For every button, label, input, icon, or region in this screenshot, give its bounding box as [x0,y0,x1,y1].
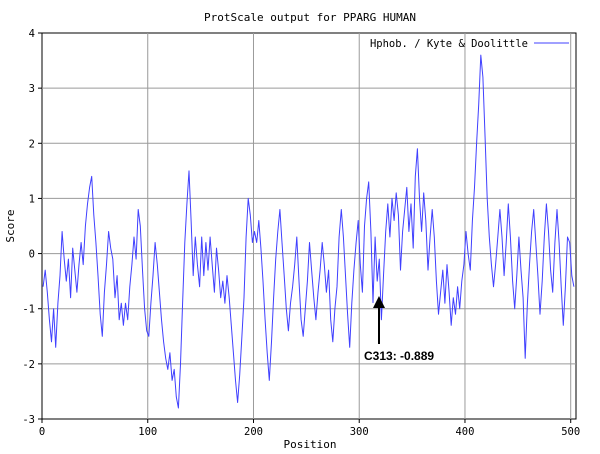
y-tick-label: 3 [29,83,35,95]
series-layer [42,54,575,409]
y-tick-label: -3 [22,414,35,426]
y-tick-label: 0 [29,249,35,261]
y-tick-label: 1 [29,193,35,205]
legend: Hphob. / Kyte & Doolittle [370,38,569,50]
plot-area [41,32,577,420]
annotation-label: C313: -0.889 [364,349,434,363]
y-tick-label: -2 [22,359,35,371]
y-tick-label: -1 [22,304,35,316]
annotation-arrow-head [373,296,385,308]
x-tick-label: 400 [455,426,474,438]
y-tick-label: 2 [29,138,35,150]
annotation-c313: C313: -0.889 [364,296,434,363]
series-line-0 [42,54,575,409]
x-tick-label: 0 [39,426,45,438]
chart-title: ProtScale output for PPARG HUMAN [204,11,416,24]
y-axis: 4 3 2 1 0 -1 -2 -3 [22,28,42,426]
x-tick-label: 300 [350,426,369,438]
x-tick-label: 500 [561,426,580,438]
x-tick-label: 100 [138,426,157,438]
y-axis-label: Score [4,209,17,242]
x-axis: 0 100 200 300 400 500 [39,419,580,438]
legend-label: Hphob. / Kyte & Doolittle [370,38,528,50]
grid-lines [42,33,576,419]
x-axis-label: Position [284,438,337,451]
x-tick-label: 200 [244,426,263,438]
y-tick-label: 4 [29,28,35,40]
